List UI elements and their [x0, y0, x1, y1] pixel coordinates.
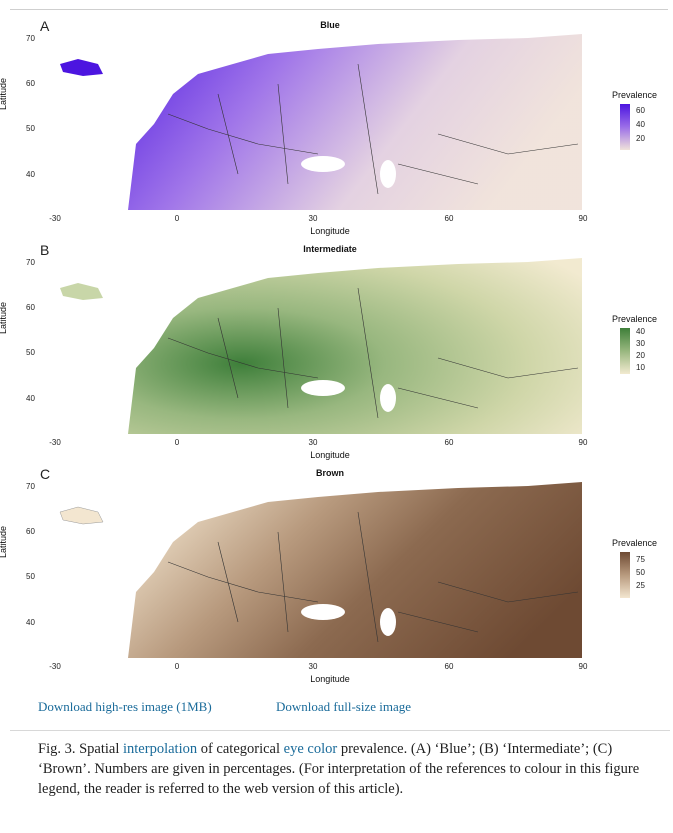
y-tick: 70 — [26, 34, 35, 43]
figure-caption: Fig. 3. Spatial interpolation of categor… — [38, 739, 653, 799]
caption-suffix: prevalence. (A) ‘Blue’; (B) ‘Intermediat… — [38, 741, 640, 797]
land-iceland — [60, 283, 103, 300]
figure-panel-a: A Blue Latitude 70 60 50 40 -30 0 30 60 … — [0, 14, 665, 236]
x-tick: -30 — [49, 438, 61, 447]
y-tick: 40 — [26, 170, 35, 179]
legend-tick: 30 — [636, 339, 645, 348]
top-rule — [10, 9, 668, 10]
y-tick: 40 — [26, 618, 35, 627]
y-tick: 40 — [26, 394, 35, 403]
x-tick: 0 — [174, 214, 180, 223]
borders — [167, 287, 579, 419]
borders — [167, 511, 579, 643]
x-tick: 30 — [308, 214, 318, 223]
map-brown — [58, 482, 582, 658]
x-tick: 90 — [578, 438, 588, 447]
legend-tick: 40 — [636, 327, 645, 336]
legend-colorbar — [620, 328, 630, 374]
x-axis-label: Longitude — [310, 450, 350, 460]
x-tick: 30 — [308, 662, 318, 671]
legend-tick: 25 — [636, 581, 645, 590]
y-tick: 50 — [26, 124, 35, 133]
land-eurasia — [128, 482, 582, 658]
panel-letter: B — [40, 242, 50, 258]
legend-title: Prevalence — [612, 90, 658, 100]
panel-title: Brown — [316, 468, 344, 478]
caption-middle: of categorical — [197, 741, 284, 757]
caspian — [380, 384, 396, 412]
y-tick: 60 — [26, 527, 35, 536]
black-sea — [301, 156, 345, 172]
legend-tick: 60 — [636, 106, 645, 115]
y-axis-label: Latitude — [0, 77, 8, 110]
caption-prefix: Fig. 3. Spatial — [38, 741, 123, 757]
divider — [10, 730, 670, 731]
black-sea — [301, 380, 345, 396]
land-iceland — [59, 506, 104, 525]
legend-tick: 20 — [636, 134, 645, 143]
y-tick: 50 — [26, 572, 35, 581]
x-tick: 0 — [174, 438, 180, 447]
download-full-size-link[interactable]: Download full-size image — [276, 699, 412, 714]
x-axis-label: Longitude — [310, 226, 350, 236]
legend-colorbar — [620, 104, 630, 150]
y-tick: 50 — [26, 348, 35, 357]
legend-colorbar — [620, 552, 630, 598]
x-tick: 0 — [174, 662, 180, 671]
eye-color-link[interactable]: eye color — [283, 741, 338, 757]
legend-tick: 40 — [636, 120, 645, 129]
download-high-res-link[interactable]: Download high-res image (1MB) — [38, 699, 212, 714]
x-tick: 30 — [308, 438, 318, 447]
y-axis-label: Latitude — [0, 525, 8, 558]
panel-title: Blue — [320, 20, 340, 30]
x-tick: 60 — [444, 214, 454, 223]
legend-tick: 50 — [636, 568, 645, 577]
legend-title: Prevalence — [612, 314, 658, 324]
map-intermediate — [58, 258, 582, 434]
panel-letter: A — [40, 18, 50, 34]
x-tick: 60 — [444, 438, 454, 447]
land-eurasia — [128, 258, 582, 434]
x-tick: 90 — [578, 662, 588, 671]
interpolation-link[interactable]: interpolation — [123, 741, 198, 757]
legend: Prevalence 40 30 20 10 — [612, 314, 672, 374]
land-iceland — [60, 59, 103, 76]
legend-tick: 20 — [636, 351, 645, 360]
caspian — [380, 608, 396, 636]
y-tick: 60 — [26, 79, 35, 88]
legend: Prevalence 75 50 25 — [612, 538, 672, 598]
figure-panel-b: B Intermediate Latitude 70 60 50 40 -30 … — [0, 238, 665, 460]
borders — [167, 63, 579, 195]
legend-title: Prevalence — [612, 538, 658, 548]
caspian — [380, 160, 396, 188]
panel-title: Intermediate — [303, 244, 357, 254]
x-tick: -30 — [49, 214, 61, 223]
x-tick: -30 — [49, 662, 61, 671]
x-tick: 90 — [578, 214, 588, 223]
x-axis-label: Longitude — [310, 674, 350, 684]
legend: Prevalence 60 40 20 — [612, 90, 672, 150]
legend-tick: 75 — [636, 555, 645, 564]
black-sea — [301, 604, 345, 620]
figure-panel-c: C Brown Latitude 70 60 50 40 -30 0 30 60… — [0, 462, 665, 684]
x-tick: 60 — [444, 662, 454, 671]
y-tick: 70 — [26, 258, 35, 267]
y-tick: 60 — [26, 303, 35, 312]
y-axis-label: Latitude — [0, 301, 8, 334]
panel-letter: C — [40, 466, 51, 482]
legend-tick: 10 — [636, 363, 645, 372]
map-blue — [58, 34, 582, 210]
y-tick: 70 — [26, 482, 35, 491]
land-eurasia — [128, 34, 582, 210]
